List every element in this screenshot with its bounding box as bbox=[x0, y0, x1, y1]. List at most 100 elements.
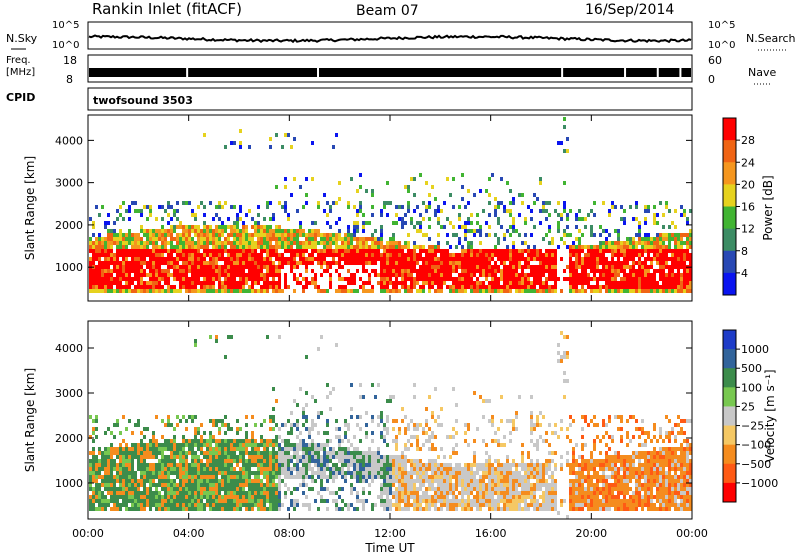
colorbar-tick-label: 4 bbox=[741, 267, 748, 280]
heat-cell bbox=[215, 471, 218, 475]
heat-cell bbox=[104, 241, 107, 245]
heat-cell bbox=[299, 387, 302, 391]
heat-cell bbox=[515, 253, 518, 257]
heat-cell bbox=[347, 423, 350, 427]
heat-cell bbox=[290, 145, 293, 149]
heat-cell bbox=[356, 269, 359, 273]
heat-cell bbox=[587, 277, 590, 281]
heat-cell bbox=[359, 285, 362, 289]
heat-cell bbox=[386, 201, 389, 205]
heat-cell bbox=[158, 447, 161, 451]
heat-cell bbox=[590, 277, 593, 281]
heat-cell bbox=[161, 249, 164, 253]
heat-cell bbox=[509, 225, 512, 229]
heat-cell bbox=[224, 285, 227, 289]
heat-cell bbox=[548, 261, 551, 265]
heat-cell bbox=[353, 467, 356, 471]
heat-cell bbox=[533, 269, 536, 273]
heat-cell bbox=[212, 241, 215, 245]
heat-cell bbox=[368, 257, 371, 261]
heat-cell bbox=[431, 277, 434, 281]
heat-cell bbox=[242, 491, 245, 495]
heat-cell bbox=[305, 245, 308, 249]
heat-cell bbox=[665, 253, 668, 257]
heat-cell bbox=[578, 245, 581, 249]
heat-cell bbox=[266, 237, 269, 241]
heat-cell bbox=[278, 281, 281, 285]
heat-cell bbox=[122, 273, 125, 277]
heat-cell bbox=[236, 507, 239, 511]
heat-cell bbox=[347, 451, 350, 455]
heat-cell bbox=[179, 245, 182, 249]
heat-cell bbox=[404, 273, 407, 277]
heat-cell bbox=[317, 205, 320, 209]
heat-cell bbox=[284, 455, 287, 459]
heat-cell bbox=[197, 503, 200, 507]
heat-cell bbox=[329, 233, 332, 237]
heat-cell bbox=[431, 443, 434, 447]
heat-cell bbox=[530, 209, 533, 213]
heat-cell bbox=[140, 479, 143, 483]
heat-cell bbox=[617, 273, 620, 277]
heat-cell bbox=[182, 463, 185, 467]
heat-cell bbox=[632, 241, 635, 245]
heat-cell bbox=[134, 289, 137, 293]
heat-cell bbox=[242, 475, 245, 479]
heat-cell bbox=[533, 257, 536, 261]
heat-cell bbox=[185, 269, 188, 273]
heat-cell bbox=[266, 447, 269, 451]
y-tick-label: 1000 bbox=[55, 261, 83, 274]
heat-cell bbox=[533, 285, 536, 289]
heat-cell bbox=[431, 447, 434, 451]
heat-cell bbox=[629, 241, 632, 245]
heat-cell bbox=[494, 281, 497, 285]
heat-cell bbox=[308, 507, 311, 511]
heat-cell bbox=[620, 245, 623, 249]
heat-cell bbox=[353, 455, 356, 459]
heat-cell bbox=[317, 411, 320, 415]
heat-cell bbox=[665, 205, 668, 209]
heat-cell bbox=[356, 241, 359, 245]
heat-cell bbox=[170, 479, 173, 483]
heat-cell bbox=[221, 257, 224, 261]
heat-cell bbox=[356, 447, 359, 451]
heat-cell bbox=[233, 285, 236, 289]
heat-cell bbox=[191, 253, 194, 257]
heat-cell bbox=[230, 225, 233, 229]
heat-cell bbox=[362, 245, 365, 249]
heat-cell bbox=[158, 471, 161, 475]
heat-cell bbox=[482, 249, 485, 253]
heat-cell bbox=[251, 479, 254, 483]
heat-cell bbox=[590, 265, 593, 269]
heat-cell bbox=[272, 233, 275, 237]
heat-cell bbox=[365, 479, 368, 483]
heat-cell bbox=[98, 237, 101, 241]
heat-cell bbox=[428, 503, 431, 507]
heat-cell bbox=[401, 455, 404, 459]
heat-cell bbox=[197, 463, 200, 467]
heat-cell bbox=[194, 491, 197, 495]
heat-cell bbox=[413, 269, 416, 273]
heat-cell bbox=[440, 257, 443, 261]
heat-cell bbox=[218, 253, 221, 257]
heat-cell bbox=[614, 245, 617, 249]
heat-cell bbox=[287, 245, 290, 249]
heat-cell bbox=[425, 479, 428, 483]
heat-cell bbox=[500, 177, 503, 181]
heat-cell bbox=[185, 495, 188, 499]
heat-cell bbox=[473, 253, 476, 257]
heat-cell bbox=[296, 503, 299, 507]
heat-cell bbox=[266, 201, 269, 205]
heat-cell bbox=[290, 253, 293, 257]
heat-cell bbox=[641, 273, 644, 277]
heat-cell bbox=[449, 289, 452, 293]
heat-cell bbox=[89, 459, 92, 463]
heat-cell bbox=[224, 241, 227, 245]
heat-cell bbox=[386, 503, 389, 507]
heat-cell bbox=[377, 459, 380, 463]
heat-cell bbox=[215, 475, 218, 479]
heat-cell bbox=[584, 265, 587, 269]
heat-cell bbox=[206, 443, 209, 447]
heat-cell bbox=[257, 237, 260, 241]
heat-cell bbox=[428, 439, 431, 443]
